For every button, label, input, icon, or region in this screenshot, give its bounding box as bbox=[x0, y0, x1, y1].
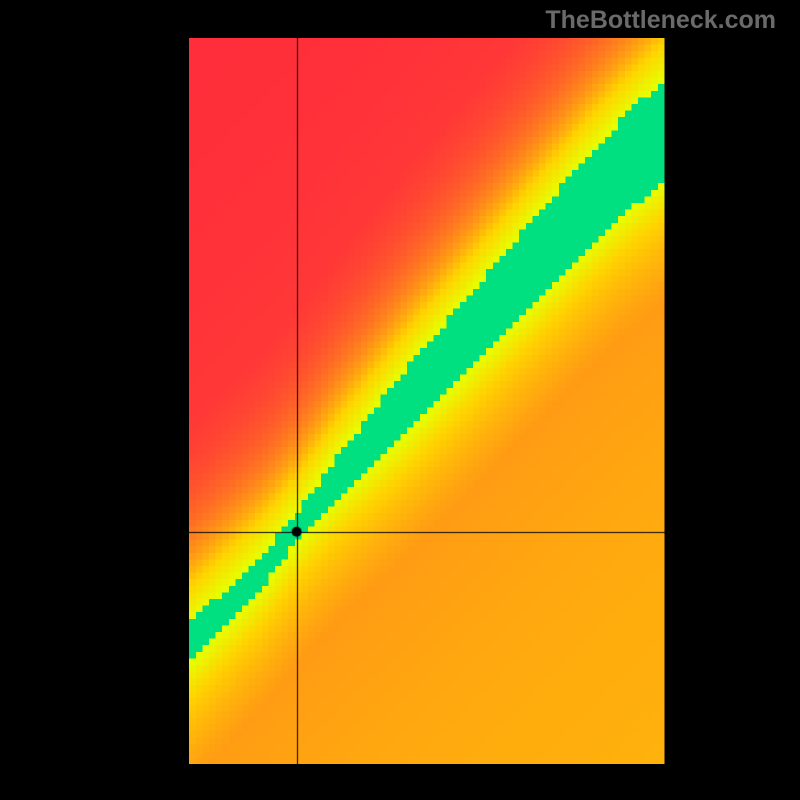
watermark-text: TheBottleneck.com bbox=[545, 6, 776, 35]
crosshair-overlay bbox=[44, 38, 770, 764]
chart-container: TheBottleneck.com bbox=[0, 0, 800, 800]
